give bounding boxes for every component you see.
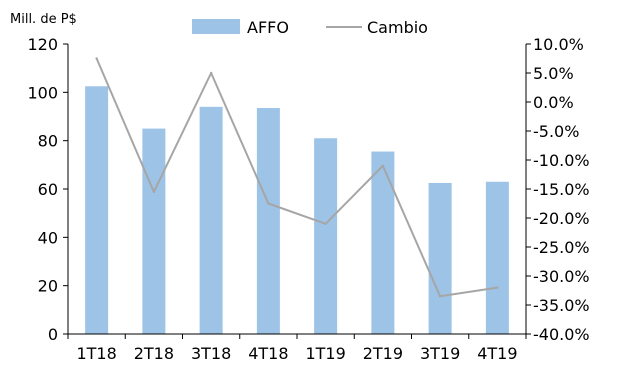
bar-2t18 bbox=[142, 128, 166, 334]
point-cambio-4t18 bbox=[267, 202, 270, 205]
right-tick-label: -40.0% bbox=[533, 325, 590, 344]
left-tick-label: 120 bbox=[27, 35, 58, 54]
left-tick-label: 20 bbox=[38, 277, 58, 296]
left-tick-label: 80 bbox=[38, 132, 58, 151]
x-tick-label: 4T19 bbox=[477, 344, 517, 363]
x-tick-label: 2T18 bbox=[134, 344, 174, 363]
left-tick-label: 60 bbox=[38, 180, 58, 199]
bars-group bbox=[85, 86, 509, 335]
bar-3t18 bbox=[199, 106, 223, 334]
right-tick-label: -25.0% bbox=[533, 238, 590, 257]
x-tick-label: 1T18 bbox=[76, 344, 116, 363]
legend-swatch-affo bbox=[192, 19, 240, 34]
left-axis-unit-label: Mill. de P$ bbox=[10, 12, 77, 27]
x-tick-label: 2T19 bbox=[363, 344, 403, 363]
point-cambio-3t18 bbox=[209, 71, 213, 75]
line-group bbox=[95, 57, 499, 298]
x-tick-label: 3T19 bbox=[420, 344, 460, 363]
x-tick-label: 1T19 bbox=[305, 344, 345, 363]
axes-group: 0 20 40 60 80 100 120 -40.0% -35.0% -30.0% -25.0% -… bbox=[27, 35, 589, 363]
point-cambio-2t18 bbox=[152, 190, 156, 194]
left-tick-label: 0 bbox=[48, 325, 58, 344]
legend-label-affo: AFFO bbox=[247, 18, 289, 37]
right-tick-label: -30.0% bbox=[533, 267, 590, 286]
right-tick-label: 5.0% bbox=[533, 64, 574, 83]
legend: AFFO Cambio bbox=[192, 18, 428, 37]
right-tick-label: -5.0% bbox=[533, 122, 579, 141]
series-line-cambio bbox=[95, 58, 498, 298]
bar-4t19 bbox=[485, 181, 509, 334]
right-tick-label: 0.0% bbox=[533, 93, 574, 112]
right-tick-label: -20.0% bbox=[533, 209, 590, 228]
left-tick-label: 100 bbox=[27, 83, 58, 102]
bar-1t18 bbox=[85, 86, 109, 335]
point-cambio-4t19 bbox=[496, 286, 499, 289]
x-tick-label: 4T18 bbox=[248, 344, 288, 363]
bar-3t19 bbox=[428, 182, 452, 334]
left-tick-label: 40 bbox=[38, 228, 58, 247]
point-cambio-2t19 bbox=[381, 164, 385, 167]
bar-1t19 bbox=[314, 138, 338, 334]
right-tick-label: 10.0% bbox=[533, 35, 584, 54]
bar-2t19 bbox=[371, 151, 395, 334]
legend-label-cambio: Cambio bbox=[367, 18, 428, 37]
right-tick-label: -15.0% bbox=[533, 180, 590, 199]
point-cambio-3t19 bbox=[438, 295, 442, 298]
right-tick-label: -35.0% bbox=[533, 296, 590, 315]
point-cambio-1t19 bbox=[324, 222, 327, 225]
x-tick-label: 3T18 bbox=[191, 344, 231, 363]
bar-4t18 bbox=[256, 108, 280, 335]
point-cambio-1t18 bbox=[95, 57, 98, 60]
right-tick-label: -10.0% bbox=[533, 151, 590, 170]
